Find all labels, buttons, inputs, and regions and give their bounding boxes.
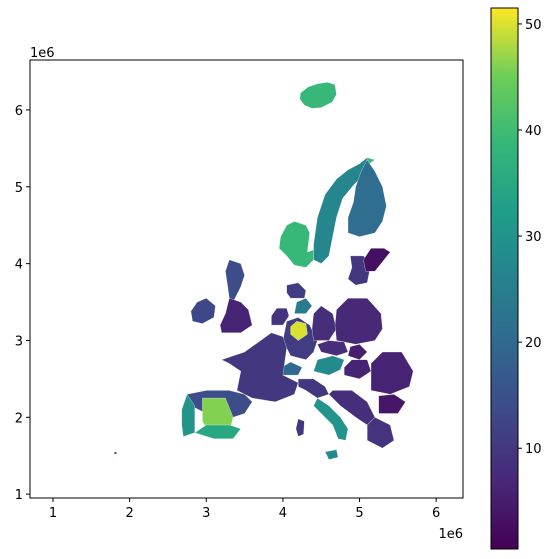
x-tick-label: 4 [279,506,287,521]
colorbar-ticks: 10 20 30 40 50 [518,18,542,457]
region-uk-north [225,259,245,303]
x-tick-label: 5 [355,506,363,521]
x-offset-label: 1e6 [438,527,463,542]
x-tick-label: 6 [432,506,440,521]
colorbar-tick-label: 50 [525,18,542,33]
x-axis: 1 2 3 4 5 6 [49,498,440,521]
colorbar-tick-label: 40 [525,124,542,139]
colorbar-frame [490,7,519,550]
region-ireland [190,298,216,324]
colorbar: 10 20 30 40 50 [490,7,542,550]
y-tick-label: 4 [15,258,23,273]
y-tick-label: 3 [15,334,23,349]
region-poland [334,298,383,345]
colorbar-gradient [491,8,518,549]
region-denmark [286,282,307,299]
region-iceland [299,82,337,109]
y-axis: 1 2 3 4 5 6 [15,104,30,503]
region-canary-islands [114,451,117,455]
region-romania [370,351,414,395]
x-tick-label: 2 [125,506,133,521]
region-benelux [271,308,290,326]
region-hungary [344,359,372,380]
region-sicily [324,449,339,460]
x-tick-label: 3 [202,506,210,521]
region-uk-south [219,298,253,333]
region-finland [347,159,387,237]
region-germany-north [294,298,313,314]
region-austria [313,355,345,376]
region-sardinia [295,418,305,437]
x-tick-label: 1 [49,506,57,521]
region-italy-north [298,378,330,399]
colorbar-tick-label: 30 [525,230,542,245]
region-slovakia [347,344,368,360]
region-greece [367,417,395,449]
y-tick-label: 6 [15,104,23,119]
region-france [221,332,299,403]
y-tick-label: 5 [15,181,23,196]
region-bulgaria [378,394,406,414]
map-plot: 1 2 3 4 5 6 1 2 3 4 5 6 1e6 1e6 [15,46,464,542]
region-russia-karelia [363,248,391,272]
colorbar-tick-label: 10 [525,442,542,457]
map-regions [114,82,414,460]
y-tick-label: 1 [15,488,23,503]
colorbar-tick-label: 20 [525,336,542,351]
y-tick-label: 2 [15,411,23,426]
region-portugal [181,393,195,437]
region-germany-east [311,305,337,341]
region-germany-hesse [290,321,308,341]
region-czechia [317,340,349,356]
axes-frame [29,59,464,499]
region-spain-south [194,424,242,439]
y-offset-label: 1e6 [30,46,55,61]
region-italy-south [313,397,349,441]
